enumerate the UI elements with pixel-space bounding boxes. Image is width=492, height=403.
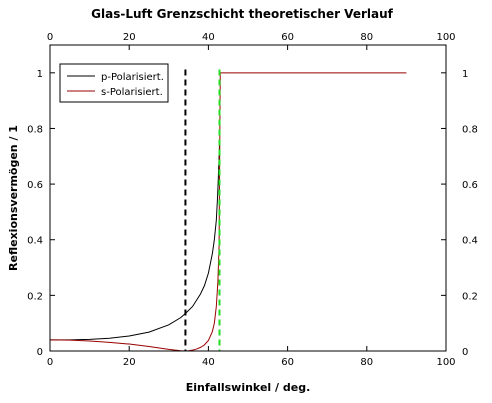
legend-box	[59, 63, 169, 103]
x-tick-label-bottom: 80	[360, 357, 373, 368]
y-tick-label-left: 0.6	[27, 180, 43, 191]
legend-label-p: p-Polarisiert.	[101, 72, 164, 83]
series-line-p-polarisiert	[50, 145, 220, 341]
y-tick-label-right: 0.2	[462, 291, 478, 302]
x-tick-label-bottom: 40	[202, 357, 215, 368]
x-tick-label-top: 80	[360, 32, 373, 43]
x-axis-label: Einfallswinkel / deg.	[186, 381, 311, 394]
x-tick-label-top: 60	[281, 32, 294, 43]
series-line-s-polarisiert	[49, 72, 407, 352]
x-tick-label-top: 40	[202, 32, 215, 43]
x-tick-label-top: 0	[47, 32, 53, 43]
y-tick-label-right: 0.6	[462, 180, 478, 191]
y-tick-label-left: 0.8	[27, 124, 43, 135]
plot-frame	[49, 44, 447, 352]
y-axis-label: Reflexionsvermögen / 1	[7, 125, 20, 271]
y-tick-label-right: 0	[462, 347, 468, 358]
y-tick-label-left: 0.2	[27, 291, 43, 302]
x-tick-label-bottom: 100	[436, 357, 455, 368]
y-tick-label-left: 1	[37, 69, 43, 80]
legend-label-s: s-Polarisiert.	[101, 87, 163, 98]
x-tick-label-bottom: 60	[281, 357, 294, 368]
x-tick-label-top: 100	[436, 32, 455, 43]
plot-content	[49, 69, 407, 352]
legend: p-Polarisiert. s-Polarisiert.	[59, 63, 169, 103]
y-tick-label-right: 0.4	[462, 236, 478, 247]
y-tick-label-right: 1	[462, 69, 468, 80]
x-tick-label-top: 20	[123, 32, 136, 43]
chart-title: Glas-Luft Grenzschicht theoretischer Ver…	[91, 7, 393, 21]
y-tick-label-left: 0	[37, 347, 43, 358]
x-tick-label-bottom: 20	[123, 357, 136, 368]
y-tick-label-right: 0.8	[462, 124, 478, 135]
y-tick-label-left: 0.4	[27, 236, 43, 247]
x-tick-label-bottom: 0	[47, 357, 53, 368]
